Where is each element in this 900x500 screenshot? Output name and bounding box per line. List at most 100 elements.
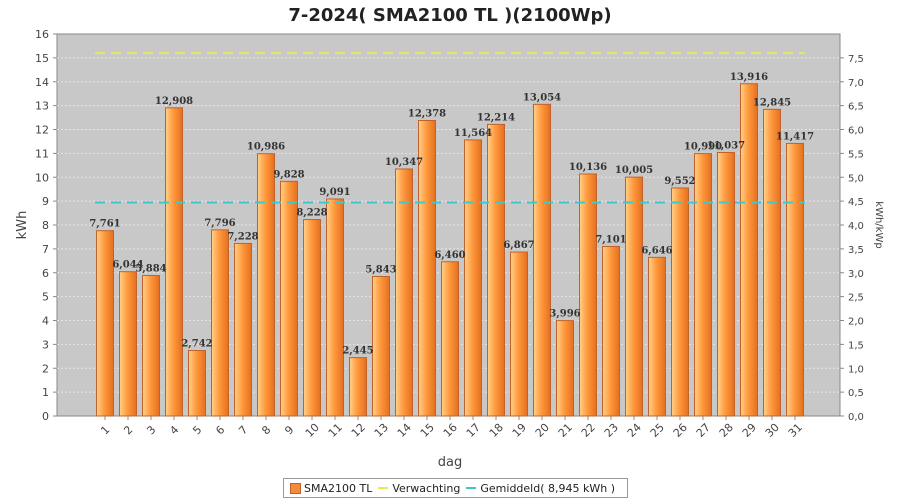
y-tick-label: 16 [35, 28, 49, 41]
x-tick-label: 23 [602, 421, 621, 440]
y-tick-label: 13 [35, 100, 49, 113]
bar [96, 230, 114, 417]
bar-value-label: 9,828 [273, 169, 304, 180]
y-tick-label: 3 [42, 338, 49, 351]
bar-value-label: 10,136 [569, 162, 607, 173]
legend-item-expected: Verwachting [378, 482, 460, 495]
bar-value-label: 10,990 [684, 142, 722, 153]
bar-value-label: 9,552 [664, 176, 695, 187]
x-tick-label: 9 [282, 423, 296, 437]
x-axis-ticks: 1 2 3 4 5 6 7 8 9 10 11 12 13 14 15 16 17 18 19 20 21 22 23 24 2… [98, 416, 805, 440]
y-right-tick-label: 6,5 [848, 102, 864, 113]
legend-swatch-expected [378, 487, 389, 489]
y-right-tick-label: 5,5 [848, 149, 864, 160]
bar [303, 219, 321, 417]
y-axis-right-label: kWh/kWp [873, 201, 884, 248]
y-right-tick-label: 3,0 [848, 269, 864, 280]
x-tick-label: 29 [740, 421, 759, 440]
reference-lines [95, 52, 805, 204]
bar-value-label: 13,916 [730, 72, 768, 83]
y-tick-label: 6 [42, 267, 49, 280]
bar [625, 176, 643, 417]
y-tick-label: 1 [42, 386, 49, 399]
bar-value-label: 12,378 [408, 108, 446, 119]
bar-value-label: 10,347 [385, 157, 423, 168]
bar [579, 173, 597, 417]
legend-item-average: Gemiddeld( 8,945 kWh ) [466, 482, 615, 495]
bar [372, 275, 390, 417]
bar [694, 153, 712, 417]
y-right-tick-label: 1,0 [848, 364, 864, 375]
bar [188, 350, 206, 417]
x-tick-label: 10 [303, 421, 322, 440]
bar-value-label: 2,742 [181, 339, 212, 350]
bar-value-label: 6,646 [641, 245, 672, 256]
bar [671, 187, 689, 417]
y-right-tick-label: 7,5 [848, 54, 864, 65]
x-tick-label: 4 [167, 423, 181, 437]
y-tick-label: 9 [42, 195, 49, 208]
bar [648, 256, 666, 417]
y-tick-label: 7 [42, 243, 49, 256]
legend-item-bar: SMA2100 TL [290, 482, 372, 495]
y-right-tick-label: 4,0 [848, 221, 864, 232]
x-tick-label: 8 [259, 423, 273, 437]
y-right-tick-label: 5,0 [848, 173, 864, 184]
y-tick-label: 2 [42, 362, 49, 375]
x-tick-label: 12 [349, 421, 368, 440]
bar [717, 151, 735, 417]
x-tick-label: 21 [556, 421, 575, 440]
bar [257, 153, 275, 417]
legend-swatch-bar [290, 482, 301, 494]
bar-value-label: 10,005 [615, 165, 653, 176]
bar [280, 180, 298, 417]
bar [533, 103, 551, 417]
bar [395, 168, 413, 417]
x-tick-label: 28 [717, 421, 736, 440]
legend-label-bar: SMA2100 TL [304, 481, 373, 495]
bar-value-label: 12,214 [477, 112, 515, 123]
bar-value-label: 12,908 [155, 96, 193, 107]
bar-value-label: 13,054 [523, 92, 561, 103]
y-tick-label: 15 [35, 52, 49, 65]
x-tick-label: 6 [213, 423, 227, 437]
x-tick-label: 11 [326, 421, 345, 440]
bar [165, 107, 183, 417]
y-tick-label: 10 [35, 171, 49, 184]
x-tick-label: 18 [487, 421, 506, 440]
bar [211, 229, 229, 417]
x-tick-label: 31 [786, 421, 805, 440]
x-tick-label: 2 [121, 423, 135, 437]
bar-value-label: 10,986 [247, 142, 285, 153]
x-axis-label: dag [438, 455, 462, 470]
x-tick-label: 16 [441, 421, 460, 440]
bar [763, 108, 781, 417]
bar [326, 198, 344, 417]
y-right-tick-label: 4,5 [848, 197, 864, 208]
bar [740, 83, 758, 417]
bar [487, 123, 505, 417]
bar [786, 142, 804, 417]
y-right-tick-label: 7,0 [848, 78, 864, 89]
bar-value-label: 7,761 [89, 219, 120, 230]
x-tick-label: 24 [625, 421, 644, 440]
bar-value-label: 6,867 [503, 240, 534, 251]
y-axis-right-ticks: 0,0 0,5 1,0 1,5 2,0 2,5 3,0 3,5 4,0 4,5 5,0 5,5 6,0 6… [840, 54, 864, 423]
y-right-tick-label: 6,0 [848, 126, 864, 137]
bar-value-label: 7,796 [204, 218, 235, 229]
bar-value-label: 5,843 [365, 264, 396, 275]
bar [464, 139, 482, 417]
x-tick-label: 15 [418, 421, 437, 440]
bar-value-label: 6,044 [112, 260, 143, 271]
bar-value-label: 3,996 [549, 309, 580, 320]
bar [441, 261, 459, 417]
x-tick-label: 30 [763, 421, 782, 440]
chart-title: 7-2024( SMA2100 TL )(2100Wp) [288, 5, 611, 26]
y-tick-label: 4 [42, 315, 49, 328]
x-tick-label: 13 [372, 421, 391, 440]
x-tick-label: 19 [510, 421, 529, 440]
bar-value-label: 7,101 [595, 234, 626, 245]
bar [510, 251, 528, 417]
x-tick-label: 1 [98, 423, 112, 437]
